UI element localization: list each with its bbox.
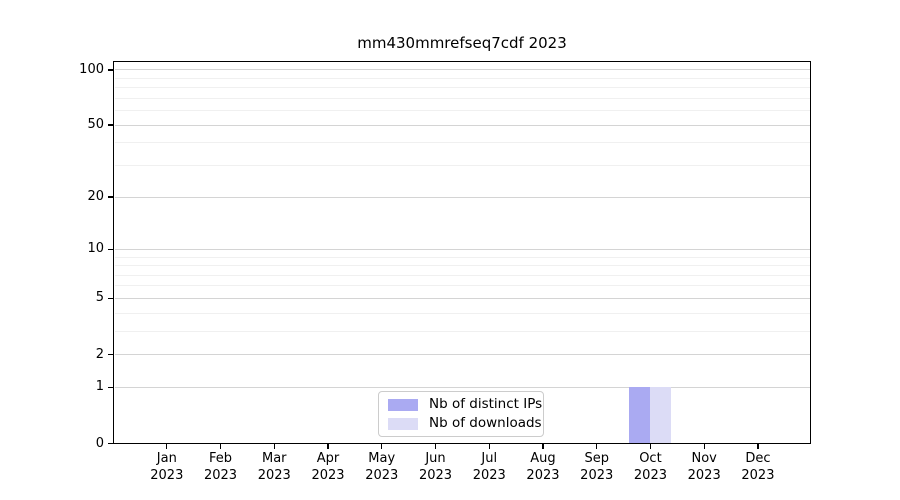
x-tick-year: 2023	[257, 467, 291, 483]
x-tick-year: 2023	[580, 467, 614, 483]
major-gridline-y1	[115, 386, 810, 388]
x-tick-month: Nov	[691, 451, 717, 466]
x-tick-label-may: May 2023	[350, 451, 414, 484]
minor-gridline-y4	[115, 312, 810, 314]
x-tick-year: 2023	[365, 467, 399, 483]
legend-entry-downloads: Nb of downloads	[385, 416, 542, 431]
y-tick-label-50: 50	[87, 117, 104, 133]
x-tick-month: Sep	[584, 451, 609, 466]
x-tick-month: Jan	[156, 451, 177, 466]
y-tick-label-2: 2	[95, 346, 104, 362]
x-tick-year: 2023	[633, 467, 667, 483]
x-axis-tick-oct	[649, 444, 652, 449]
y-axis-tick-1	[108, 386, 114, 389]
y-tick-label-0: 0	[95, 435, 104, 451]
y-axis-tick-10	[108, 248, 114, 251]
x-tick-year: 2023	[418, 467, 453, 483]
x-tick-label-apr: Apr 2023	[296, 451, 360, 484]
x-tick-month: May	[368, 451, 396, 466]
x-tick-month: Jun	[425, 451, 446, 466]
x-tick-label-aug: Aug 2023	[511, 451, 575, 484]
minor-gridline-y80	[115, 87, 810, 89]
minor-gridline-y7	[115, 274, 810, 276]
major-gridline-y20	[115, 196, 810, 198]
x-axis-tick-jun	[434, 444, 437, 449]
x-axis-tick-feb	[219, 444, 222, 449]
x-tick-month: Aug	[530, 451, 556, 466]
y-axis-tick-5	[108, 297, 114, 300]
minor-gridline-y70	[115, 97, 810, 99]
major-gridline-y100	[115, 69, 810, 71]
x-axis-tick-nov	[703, 444, 705, 449]
x-tick-year: 2023	[472, 467, 506, 483]
x-axis-tick-dec	[757, 444, 759, 449]
x-tick-year: 2023	[203, 467, 238, 483]
y-axis-tick-50	[108, 124, 114, 126]
x-axis-tick-apr	[327, 444, 329, 449]
x-tick-label-feb: Feb 2023	[189, 451, 253, 484]
y-tick-label-10: 10	[87, 241, 104, 257]
x-tick-month: Apr	[316, 451, 340, 466]
major-gridline-y5	[115, 297, 810, 299]
y-axis-tick-100	[108, 69, 114, 71]
y-tick-label-100: 100	[79, 61, 104, 77]
y-tick-label-20: 20	[87, 189, 104, 205]
x-tick-year: 2023	[311, 467, 345, 483]
major-gridline-y50	[115, 124, 810, 126]
legend-label-distinct-ips: Nb of distinct IPs	[429, 396, 543, 412]
major-gridline-y2	[115, 354, 810, 356]
x-tick-label-sep: Sep 2023	[565, 451, 629, 484]
legend-swatch-distinct-ips	[388, 398, 418, 411]
x-tick-month: Jul	[481, 451, 498, 466]
x-axis-tick-sep	[596, 444, 598, 449]
x-tick-year: 2023	[741, 467, 775, 483]
x-tick-label-jul: Jul 2023	[457, 451, 521, 484]
x-tick-label-nov: Nov 2023	[672, 451, 736, 484]
x-tick-label-dec: Dec 2023	[726, 451, 790, 484]
x-tick-month: Oct	[639, 451, 662, 466]
y-tick-label-1: 1	[95, 379, 104, 395]
minor-gridline-y90	[115, 77, 810, 79]
minor-gridline-y3	[115, 330, 810, 332]
x-tick-month: Feb	[209, 451, 233, 466]
legend-swatch-downloads	[388, 417, 418, 430]
x-tick-month: Dec	[745, 451, 771, 466]
y-tick-label-5: 5	[95, 290, 104, 306]
legend-entry-distinct-ips: Nb of distinct IPs	[385, 397, 542, 412]
bar-nb-of-distinct-ips-oct	[629, 387, 651, 443]
x-axis-tick-may	[381, 444, 383, 449]
y-axis-tick-20	[108, 196, 114, 198]
chart-title: mm430mmrefseq7cdf 2023	[357, 34, 567, 52]
x-axis-tick-mar	[273, 444, 275, 449]
minor-gridline-y6	[115, 285, 810, 287]
minor-gridline-y30	[115, 164, 810, 166]
legend-label-downloads: Nb of downloads	[429, 415, 542, 431]
x-tick-label-mar: Mar 2023	[242, 451, 306, 484]
x-tick-year: 2023	[150, 467, 184, 483]
minor-gridline-y60	[115, 110, 810, 112]
y-axis-tick-0	[108, 442, 114, 445]
x-tick-year: 2023	[526, 467, 560, 483]
x-axis-tick-jan	[166, 444, 168, 449]
x-axis-tick-aug	[542, 444, 544, 449]
minor-gridline-y8	[115, 265, 810, 267]
x-tick-label-jan: Jan 2023	[135, 451, 199, 484]
y-axis-tick-2	[108, 353, 114, 356]
x-tick-label-oct: Oct 2023	[618, 451, 682, 484]
legend: Nb of distinct IPs Nb of downloads	[378, 391, 544, 437]
x-tick-label-jun: Jun 2023	[404, 451, 468, 484]
minor-gridline-y40	[115, 142, 810, 144]
major-gridline-y10	[115, 248, 810, 250]
x-tick-month: Mar	[262, 451, 287, 466]
minor-gridline-y9	[115, 256, 810, 258]
x-tick-year: 2023	[687, 467, 721, 483]
bar-nb-of-downloads-oct	[650, 387, 672, 443]
x-axis-tick-jul	[488, 444, 490, 449]
